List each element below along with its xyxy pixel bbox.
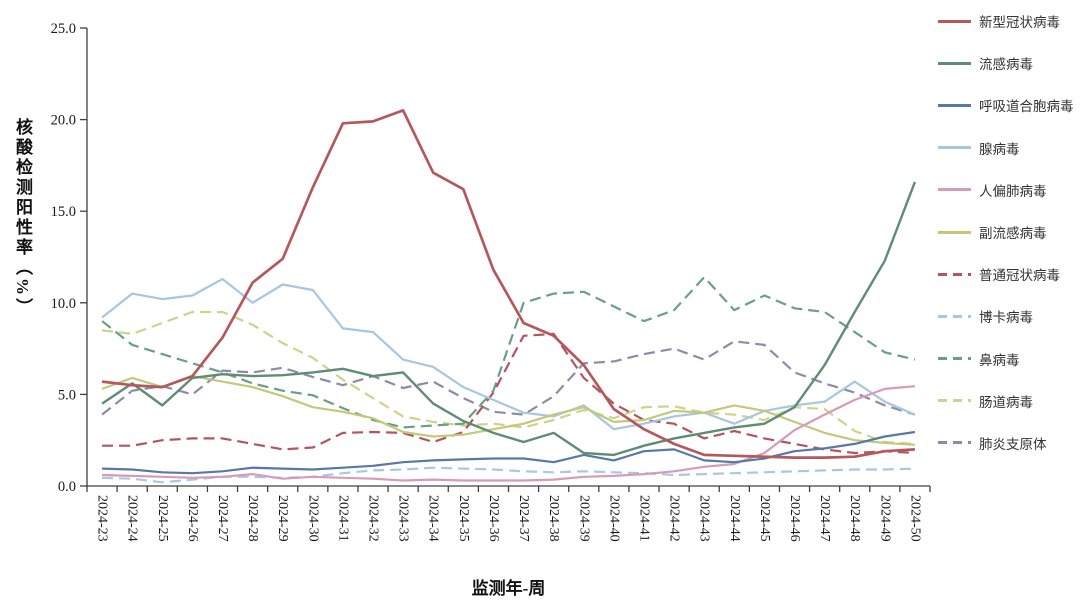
- x-tick-label: 2024-27: [215, 495, 230, 542]
- legend-item-副流感病毒: 副流感病毒: [938, 211, 1080, 253]
- legend-line-swatch: [938, 188, 971, 192]
- x-tick-label: 2024-24: [125, 495, 140, 542]
- x-tick-label: 2024-29: [275, 495, 290, 542]
- legend-item-新型冠状病毒: 新型冠状病毒: [938, 0, 1080, 42]
- x-tick-label: 2024-35: [456, 495, 471, 542]
- legend-label: 腺病毒: [979, 141, 1020, 157]
- x-tick-label: 2024-31: [335, 495, 350, 542]
- legend-line-swatch: [938, 230, 971, 234]
- x-tick-label: 2024-38: [546, 495, 561, 542]
- legend-label: 肺炎支原体: [979, 436, 1047, 452]
- x-tick-label: 2024-49: [877, 495, 892, 542]
- x-tick-label: 2024-42: [667, 495, 682, 542]
- legend-line-swatch: [938, 399, 971, 403]
- legend: 新型冠状病毒 流感病毒呼吸道合胞病毒 腺病毒人偏肺病毒副流感病毒普通冠状病毒 博卡病毒…: [938, 0, 1080, 464]
- x-tick-label: 2024-37: [516, 495, 531, 542]
- legend-line-swatch: [938, 146, 971, 150]
- legend-label: 流感病毒: [979, 57, 1033, 73]
- series-line-鼻病毒: [101, 276, 916, 429]
- legend-label: 鼻病毒: [979, 352, 1020, 368]
- x-tick-label: 2024-41: [636, 495, 651, 542]
- x-tick-label: 2024-30: [305, 495, 320, 542]
- series-line-腺病毒: [101, 277, 916, 431]
- x-tick-label: 2024-48: [847, 495, 862, 542]
- legend-line-swatch: [938, 441, 971, 445]
- series-line-新型冠状病毒: [101, 109, 915, 459]
- legend-item-鼻病毒: 鼻病毒: [938, 338, 1080, 380]
- legend-item-普通冠状病毒: 普通冠状病毒: [938, 253, 1080, 295]
- legend-item-肠道病毒: 肠道病毒: [938, 380, 1080, 422]
- legend-line-swatch: [938, 357, 971, 361]
- x-tick-label: 2024-44: [727, 495, 742, 542]
- series-line-呼吸道合胞病毒: [102, 430, 916, 475]
- legend-label: 普通冠状病毒: [979, 268, 1060, 284]
- y-tick-label: 5.0: [58, 387, 76, 403]
- x-tick-label: 2024-23: [95, 495, 110, 542]
- x-axis-title: 监测年-周: [471, 579, 546, 598]
- axis-lines: [86, 28, 930, 487]
- x-tick-label: 2024-46: [787, 495, 802, 542]
- legend-line-swatch: [938, 314, 971, 318]
- y-tick-label: 20.0: [51, 113, 76, 129]
- legend-item-人偏肺病毒: 人偏肺病毒: [938, 169, 1080, 211]
- x-tick-label: 2024-34: [426, 495, 441, 542]
- series-line-副流感病毒: [101, 375, 915, 446]
- x-tick-label: 2024-36: [486, 495, 501, 542]
- series-line-人偏肺病毒: [102, 385, 915, 482]
- legend-line-swatch: [938, 103, 971, 107]
- series-line-肺炎支原体: [101, 340, 916, 416]
- x-tick-label: 2024-26: [185, 495, 200, 542]
- x-tick-label: 2024-39: [576, 495, 591, 542]
- x-tick-label: 2024-33: [396, 495, 411, 542]
- legend-label: 新型冠状病毒: [979, 15, 1060, 31]
- y-tick-label: 0.0: [58, 479, 76, 495]
- y-tick-label: 25.0: [51, 21, 76, 37]
- legend-item-博卡病毒: 博卡病毒: [938, 295, 1080, 337]
- series-line-肠道病毒: [101, 310, 915, 445]
- legend-label: 博卡病毒: [979, 310, 1033, 326]
- legend-label: 呼吸道合胞病毒: [979, 99, 1074, 115]
- legend-label: 副流感病毒: [979, 226, 1047, 242]
- legend-line-swatch: [938, 272, 971, 276]
- x-tick-label: 2024-45: [757, 495, 772, 542]
- x-tick-label: 2024-47: [817, 495, 832, 542]
- x-tick-label: 2024-40: [606, 495, 621, 542]
- x-tick-label: 2024-43: [697, 495, 712, 542]
- series-line-普通冠状病毒: [102, 332, 915, 455]
- legend-line-swatch: [938, 61, 971, 65]
- y-tick-label: 15.0: [51, 204, 76, 220]
- x-tick-label: 2024-32: [366, 495, 381, 542]
- legend-item-流感病毒: 流感病毒: [938, 42, 1080, 84]
- x-tick-label: 2024-25: [155, 495, 170, 542]
- y-axis-title: 核酸检测阳性率（%）: [13, 118, 32, 318]
- legend-item-肺炎支原体: 肺炎支原体: [938, 422, 1080, 464]
- legend-label: 人偏肺病毒: [979, 183, 1047, 199]
- legend-line-swatch: [938, 19, 971, 23]
- x-tick-label: 2024-28: [245, 495, 260, 542]
- y-tick-label: 10.0: [51, 296, 76, 312]
- x-tick-label: 2024-50: [907, 495, 922, 542]
- legend-item-呼吸道合胞病毒: 呼吸道合胞病毒: [938, 84, 1080, 126]
- legend-label: 肠道病毒: [979, 394, 1033, 410]
- series-line-流感病毒: [101, 181, 917, 457]
- legend-item-腺病毒: 腺病毒: [938, 127, 1080, 169]
